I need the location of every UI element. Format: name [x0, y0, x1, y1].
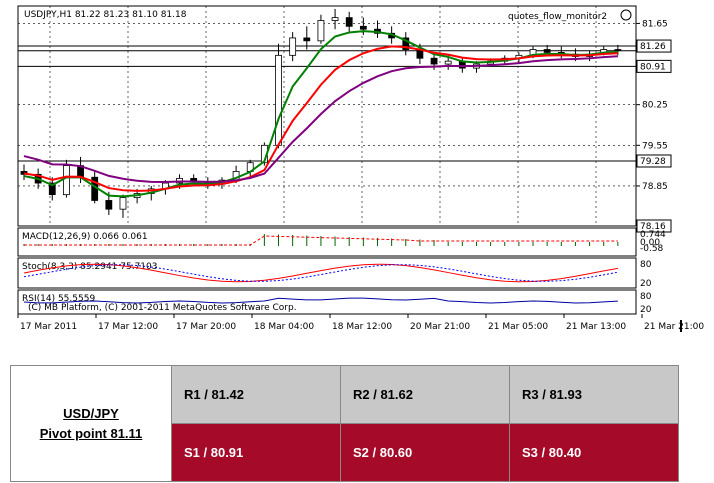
candle-body [359, 25, 367, 30]
price-tick-label: 79.55 [642, 141, 668, 151]
watermark-text: (C) MB Platform, (C) 2001-2011 MetaQuote… [28, 303, 297, 313]
ma-slow-line [23, 55, 618, 183]
resistance-row: USD/JPY Pivot point 81.11 R1 / 81.42 R2 … [10, 365, 679, 482]
candle-body [430, 57, 438, 65]
indicator-label-1: MACD(12,26,9) 0.066 0.061 [22, 232, 148, 242]
time-tick-label: 17 Mar 2011 [20, 322, 77, 332]
indicator-axis-label: 0.744 [640, 230, 666, 240]
support-row: S1 / 80.91 S2 / 80.60 S3 / 80.40 [11, 423, 679, 482]
indicator-axis-label: 0.00 [640, 238, 660, 248]
stoch-main-line [23, 263, 618, 283]
candle-body [275, 54, 282, 146]
indicator-axis-label: 80 [640, 292, 652, 302]
indicator-panel-frame-3 [17, 289, 637, 315]
candle-body [48, 182, 56, 196]
indicator-name: quotes_flow_monitor2 [508, 12, 607, 22]
main-panel-frame [17, 5, 637, 227]
price-label-box [636, 219, 672, 233]
price-level-label: 80.91 [640, 62, 666, 72]
candle-body [105, 200, 113, 210]
candle-body [444, 60, 452, 65]
indicator-axis-label: 80 [640, 260, 652, 270]
pivot-label: Pivot point 81.11 [39, 425, 143, 441]
price-label-box [636, 59, 672, 73]
candle-body [303, 37, 311, 42]
time-tick-label: 17 Mar 20:00 [176, 322, 236, 332]
s2-cell: S2 / 80.60 [340, 423, 510, 482]
price-level-label: 78.16 [640, 222, 666, 232]
time-tick-label: 21 Mar 05:00 [488, 322, 548, 332]
price-level-label: 81.26 [640, 42, 666, 52]
indicator-axis-label: 20 [640, 305, 652, 315]
candle-body [317, 20, 325, 42]
price-chart: 81.65 80.25 79.55 78.85 81.26 80.91 79.28 78.16… [17, 5, 704, 332]
chart-svg: 81.65 80.25 79.55 78.85 81.26 80.91 79.28 78.16… [17, 5, 704, 332]
indicator-label-2: Stoch(8,3,3) 85.2941 75.7103 [22, 262, 157, 272]
time-tick-label: 21 Mar 13:00 [566, 322, 626, 332]
price-tick-label: 78.85 [642, 182, 668, 192]
chart-title: USDJPY,H1 81.22 81.23 81.10 81.18 [24, 10, 187, 20]
candle-body [543, 49, 551, 53]
price-tick-label: 81.65 [642, 19, 668, 29]
time-tick-label: 18 Mar 12:00 [332, 322, 392, 332]
macd-signal-line [24, 235, 618, 246]
rsi-line [23, 297, 618, 304]
r3-cell: R3 / 81.93 [509, 365, 679, 424]
candle-body [614, 49, 622, 52]
candle-body [402, 37, 410, 50]
candle-body [119, 197, 127, 210]
r2-cell: R2 / 81.62 [340, 365, 510, 424]
pair-cell: USD/JPY Pivot point 81.11 [10, 365, 172, 482]
time-tick-label: 17 Mar 12:00 [98, 322, 158, 332]
price-label-box [636, 39, 672, 53]
candle-body [331, 17, 339, 21]
s1-cell: S1 / 80.91 [171, 423, 341, 482]
price-level-label: 79.28 [640, 157, 666, 167]
time-tick-label: 21 Mar 21:00 [644, 322, 704, 332]
indicator-label-3: RSI(14) 55.5559 [22, 294, 95, 304]
pair-label: USD/JPY [63, 405, 119, 421]
text-cursor-mark [680, 320, 682, 332]
pivot-table: USD/JPY Pivot point 81.11 R1 / 81.42 R2 … [10, 365, 679, 482]
indicator-axis-label: -0.58 [640, 244, 664, 254]
time-tick-label: 18 Mar 04:00 [254, 322, 314, 332]
r1-cell: R1 / 81.42 [171, 365, 341, 424]
indicator-axis-label: 20 [640, 279, 652, 289]
candle-body [289, 37, 297, 56]
copyright-icon [620, 9, 632, 21]
candle-body [345, 17, 353, 27]
time-tick-label: 20 Mar 21:00 [410, 322, 470, 332]
price-label-box [636, 154, 672, 168]
candle-body [63, 165, 70, 196]
s3-cell: S3 / 80.40 [509, 423, 679, 482]
price-tick-label: 80.25 [642, 101, 668, 111]
ma-mid-line [23, 45, 618, 192]
